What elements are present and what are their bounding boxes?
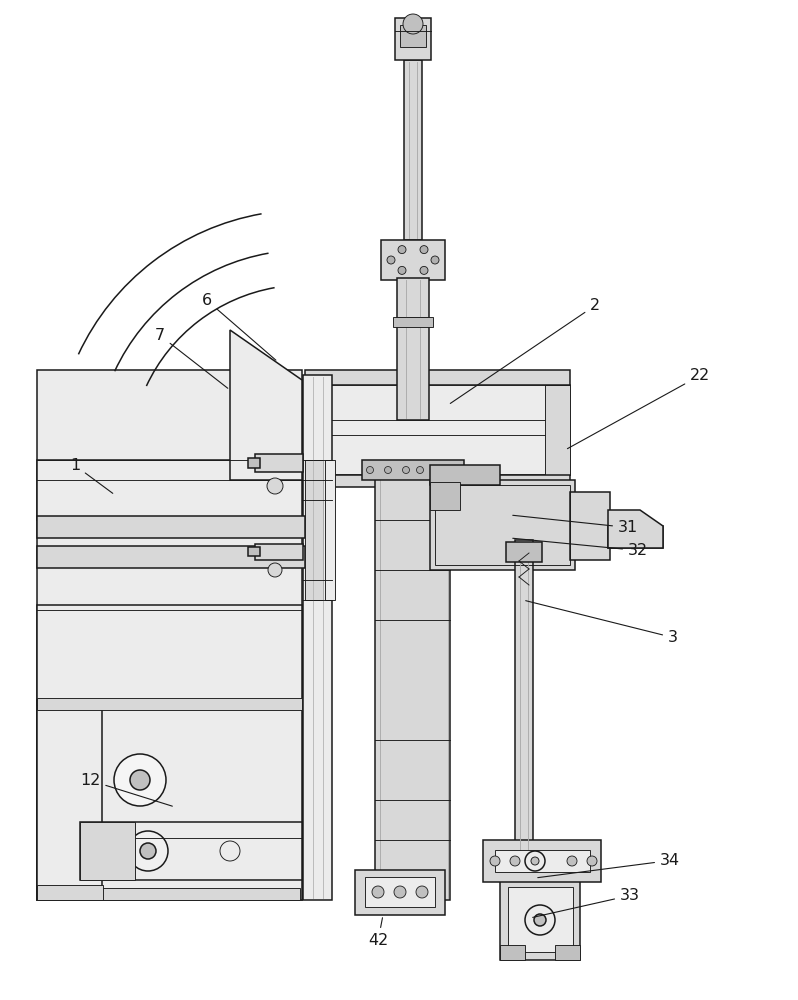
Bar — [37, 546, 305, 568]
Bar — [400, 25, 426, 47]
Bar — [508, 887, 573, 952]
Bar — [435, 485, 570, 565]
Bar — [80, 822, 135, 880]
Bar — [248, 458, 260, 468]
Text: 2: 2 — [450, 298, 600, 403]
Bar — [255, 454, 303, 472]
Bar — [555, 945, 580, 960]
Bar — [375, 470, 450, 900]
Bar — [365, 877, 435, 907]
Bar — [430, 480, 575, 570]
Text: 3: 3 — [526, 601, 678, 645]
Circle shape — [385, 466, 392, 474]
Circle shape — [452, 466, 459, 474]
Circle shape — [431, 256, 439, 264]
Circle shape — [130, 770, 150, 790]
Bar — [395, 18, 431, 60]
Bar — [305, 460, 323, 600]
Circle shape — [403, 14, 423, 34]
Bar — [430, 482, 460, 510]
Bar — [545, 385, 570, 475]
Text: 34: 34 — [538, 853, 680, 878]
Bar — [381, 240, 445, 280]
Text: 32: 32 — [513, 538, 648, 558]
Bar — [355, 870, 445, 915]
Bar — [37, 885, 103, 900]
Circle shape — [140, 843, 156, 859]
Bar — [255, 544, 303, 560]
Bar — [397, 318, 429, 420]
Bar — [495, 850, 590, 872]
Bar — [248, 547, 260, 556]
Text: 33: 33 — [533, 888, 640, 917]
Text: 31: 31 — [513, 515, 638, 535]
Text: 1: 1 — [70, 458, 113, 493]
Bar — [305, 475, 570, 487]
Circle shape — [402, 466, 409, 474]
Circle shape — [525, 905, 555, 935]
Bar — [305, 370, 570, 385]
Bar — [362, 460, 464, 480]
Circle shape — [398, 266, 406, 274]
Circle shape — [267, 478, 283, 494]
Bar — [515, 540, 533, 870]
Circle shape — [268, 563, 282, 577]
Circle shape — [490, 856, 500, 866]
Bar — [608, 526, 663, 548]
Circle shape — [434, 466, 441, 474]
Bar — [325, 460, 335, 600]
Text: 7: 7 — [155, 328, 227, 388]
Circle shape — [372, 886, 384, 898]
Bar — [37, 370, 302, 900]
Circle shape — [420, 266, 428, 274]
Bar — [483, 840, 601, 882]
Circle shape — [220, 841, 240, 861]
Bar — [37, 700, 102, 900]
Circle shape — [128, 831, 168, 871]
Circle shape — [534, 914, 546, 926]
Bar — [404, 60, 422, 240]
Bar — [100, 888, 300, 900]
Text: 22: 22 — [567, 368, 710, 449]
Bar — [500, 945, 525, 960]
Bar — [500, 880, 580, 960]
Circle shape — [416, 886, 428, 898]
Bar — [37, 516, 305, 538]
Bar — [305, 385, 570, 475]
Circle shape — [394, 886, 406, 898]
Bar — [37, 698, 302, 710]
Circle shape — [366, 466, 373, 474]
Polygon shape — [608, 510, 663, 548]
Circle shape — [567, 856, 577, 866]
Bar — [37, 605, 302, 705]
Bar — [80, 822, 302, 880]
Circle shape — [387, 256, 395, 264]
Text: 42: 42 — [368, 918, 389, 948]
Bar — [570, 492, 610, 560]
Circle shape — [587, 856, 597, 866]
Bar — [37, 460, 302, 520]
Circle shape — [525, 851, 545, 871]
Polygon shape — [230, 330, 302, 480]
Bar — [37, 700, 302, 900]
Circle shape — [417, 466, 424, 474]
Text: 6: 6 — [202, 293, 276, 360]
Circle shape — [420, 246, 428, 254]
Circle shape — [531, 857, 539, 865]
Circle shape — [510, 856, 520, 866]
Bar — [506, 542, 542, 562]
Bar — [430, 465, 500, 485]
Bar — [393, 317, 433, 327]
Circle shape — [398, 246, 406, 254]
Bar — [397, 278, 429, 320]
Circle shape — [114, 754, 166, 806]
Text: 12: 12 — [80, 773, 172, 806]
Bar — [303, 375, 332, 900]
